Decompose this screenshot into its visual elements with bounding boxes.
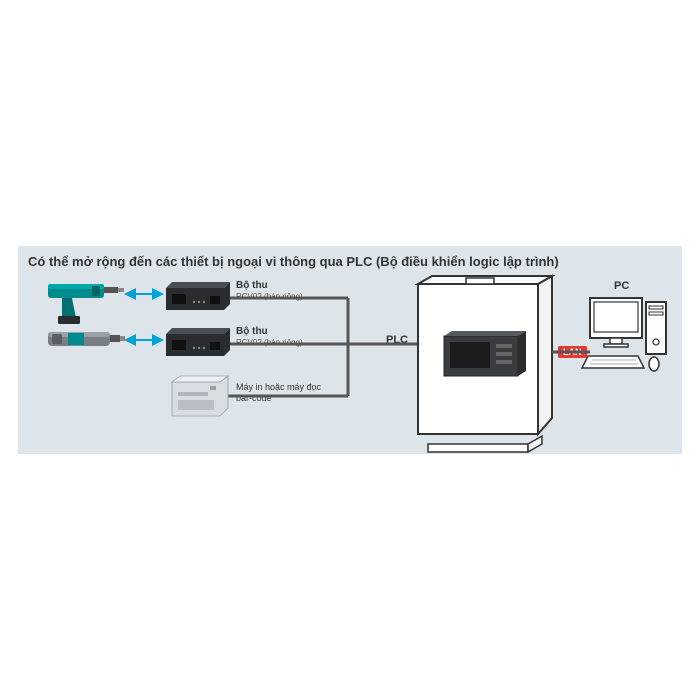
printer-icon [172,376,228,416]
diagram-panel: Có thể mở rộng đến các thiết bị ngoại vi… [18,246,682,454]
pc-icon [582,298,666,371]
tool1-icon [48,284,124,324]
receiver2-icon [166,328,230,356]
plc-icon [418,276,552,452]
tool2-icon [48,332,125,346]
wireless-arrows [126,294,162,340]
receiver1-icon [166,282,230,310]
diagram-svg [18,246,682,454]
connection-lines [228,298,418,396]
